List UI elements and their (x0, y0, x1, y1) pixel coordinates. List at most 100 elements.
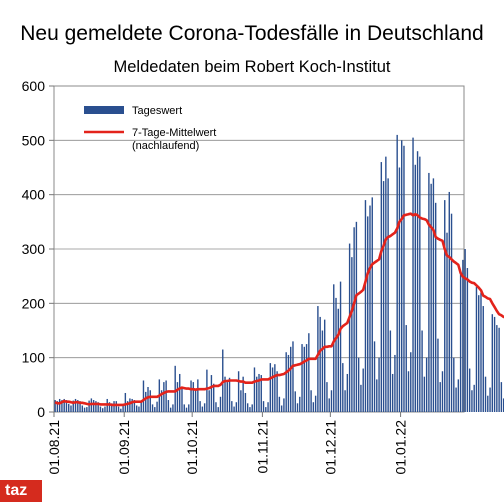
bar-daily-value (421, 330, 423, 412)
bar-daily-value (491, 314, 494, 412)
bar-daily-value (267, 402, 269, 412)
plot-area: 0 100 200 300 400 500 600 01.08.21 01.09.21 01.10… (22, 78, 504, 475)
bar-daily-value (468, 368, 471, 412)
bar-daily-value (308, 333, 310, 412)
bar-daily-value (434, 202, 437, 412)
bar-daily-value (344, 390, 346, 412)
bar-daily-value (283, 398, 285, 412)
bar-daily-value (394, 354, 396, 412)
bar-daily-value (156, 401, 158, 412)
bar-daily-value (181, 388, 183, 412)
bar-daily-value (149, 390, 151, 412)
bar-daily-value (410, 352, 412, 412)
bar-daily-value (357, 357, 360, 412)
chart-title: Neu gemeldete Corona-Todesfälle in Deuts… (20, 22, 483, 45)
bar-daily-value (425, 357, 428, 412)
bar-daily-value (135, 405, 138, 412)
bar-daily-value (77, 400, 79, 412)
bar-daily-value (224, 376, 226, 412)
bar-daily-value (369, 205, 371, 412)
bar-daily-value (83, 407, 86, 412)
bar-daily-value (140, 402, 142, 412)
bar-daily-value (482, 306, 484, 412)
bar-daily-value (122, 406, 124, 412)
bar-daily-value (373, 341, 376, 412)
bar-daily-value (210, 375, 213, 412)
bar-daily-value (280, 405, 283, 412)
bar-daily-value (165, 380, 167, 412)
bar-daily-value (498, 327, 500, 412)
legend-label-bars: Tageswert (132, 105, 182, 117)
bar-daily-value (355, 221, 358, 412)
bar-daily-value (262, 401, 265, 412)
bar-daily-value (253, 367, 256, 412)
bar-daily-value (271, 367, 274, 412)
bar-daily-value (212, 383, 215, 412)
bar-daily-value (378, 357, 380, 412)
bar-daily-value (348, 243, 351, 412)
x-tick-label: 01.11.21 (254, 420, 270, 474)
bar-daily-value (396, 134, 398, 412)
bar-daily-value (367, 216, 369, 412)
bar-daily-value (398, 167, 401, 412)
bar-daily-value (251, 404, 253, 412)
bar-daily-value (169, 407, 172, 412)
bar-daily-value (299, 396, 301, 412)
bar-daily-value (65, 400, 68, 412)
bar-daily-value (290, 346, 292, 412)
bar-daily-value (237, 371, 240, 412)
bar-daily-value (430, 183, 432, 412)
bar-daily-value (446, 232, 448, 412)
bar-daily-value (72, 400, 74, 412)
bar-daily-value (310, 390, 312, 412)
bar-daily-value (330, 390, 333, 412)
bar-daily-value (437, 338, 439, 412)
bar-daily-value (321, 330, 324, 412)
bar-daily-value (444, 200, 446, 412)
bar-daily-value (219, 396, 222, 412)
bar-daily-value (185, 407, 188, 412)
bar-daily-value (412, 137, 414, 412)
bar-daily-value (228, 377, 231, 412)
bar-daily-value (117, 406, 120, 412)
bar-daily-value (190, 380, 192, 412)
bar-daily-value (360, 384, 362, 412)
bar-daily-value (453, 357, 455, 412)
bar-daily-value (502, 398, 504, 412)
bar-daily-value (414, 164, 417, 412)
bar-daily-value (249, 407, 251, 412)
bar-daily-value (151, 404, 154, 412)
bar-daily-value (70, 405, 72, 412)
bar-daily-value (92, 400, 95, 412)
bar-daily-value (115, 401, 117, 412)
bar-daily-value (389, 330, 392, 412)
bar-daily-value (95, 401, 97, 412)
bar-daily-value (97, 402, 99, 412)
bar-daily-value (174, 365, 176, 412)
y-tick-label: 100 (22, 350, 46, 366)
bar-daily-value (478, 295, 480, 412)
bar-daily-value (131, 398, 133, 412)
bar-daily-value (292, 341, 294, 412)
bar-daily-value (86, 407, 88, 412)
bar-daily-value (303, 346, 306, 412)
bar-daily-value (328, 398, 330, 412)
bar-daily-value (423, 376, 426, 412)
bar-daily-value (231, 401, 233, 412)
bar-daily-value (101, 408, 104, 412)
bar-daily-value (124, 392, 127, 412)
bar-daily-value (88, 400, 90, 412)
bar-daily-value (206, 369, 208, 412)
bar-daily-value (138, 406, 140, 412)
bar-daily-value (493, 316, 496, 412)
chart-subtitle: Meldedaten beim Robert Koch-Institut (114, 58, 391, 76)
bar-daily-value (480, 292, 482, 412)
bar-daily-value (387, 178, 389, 412)
bar-daily-value (188, 404, 190, 412)
taz-logo: taz (0, 480, 42, 502)
bar-daily-value (172, 404, 174, 412)
bar-daily-value (319, 316, 321, 412)
bar-daily-value (466, 268, 469, 412)
bar-daily-value (385, 156, 387, 412)
bar-daily-value (208, 390, 210, 412)
